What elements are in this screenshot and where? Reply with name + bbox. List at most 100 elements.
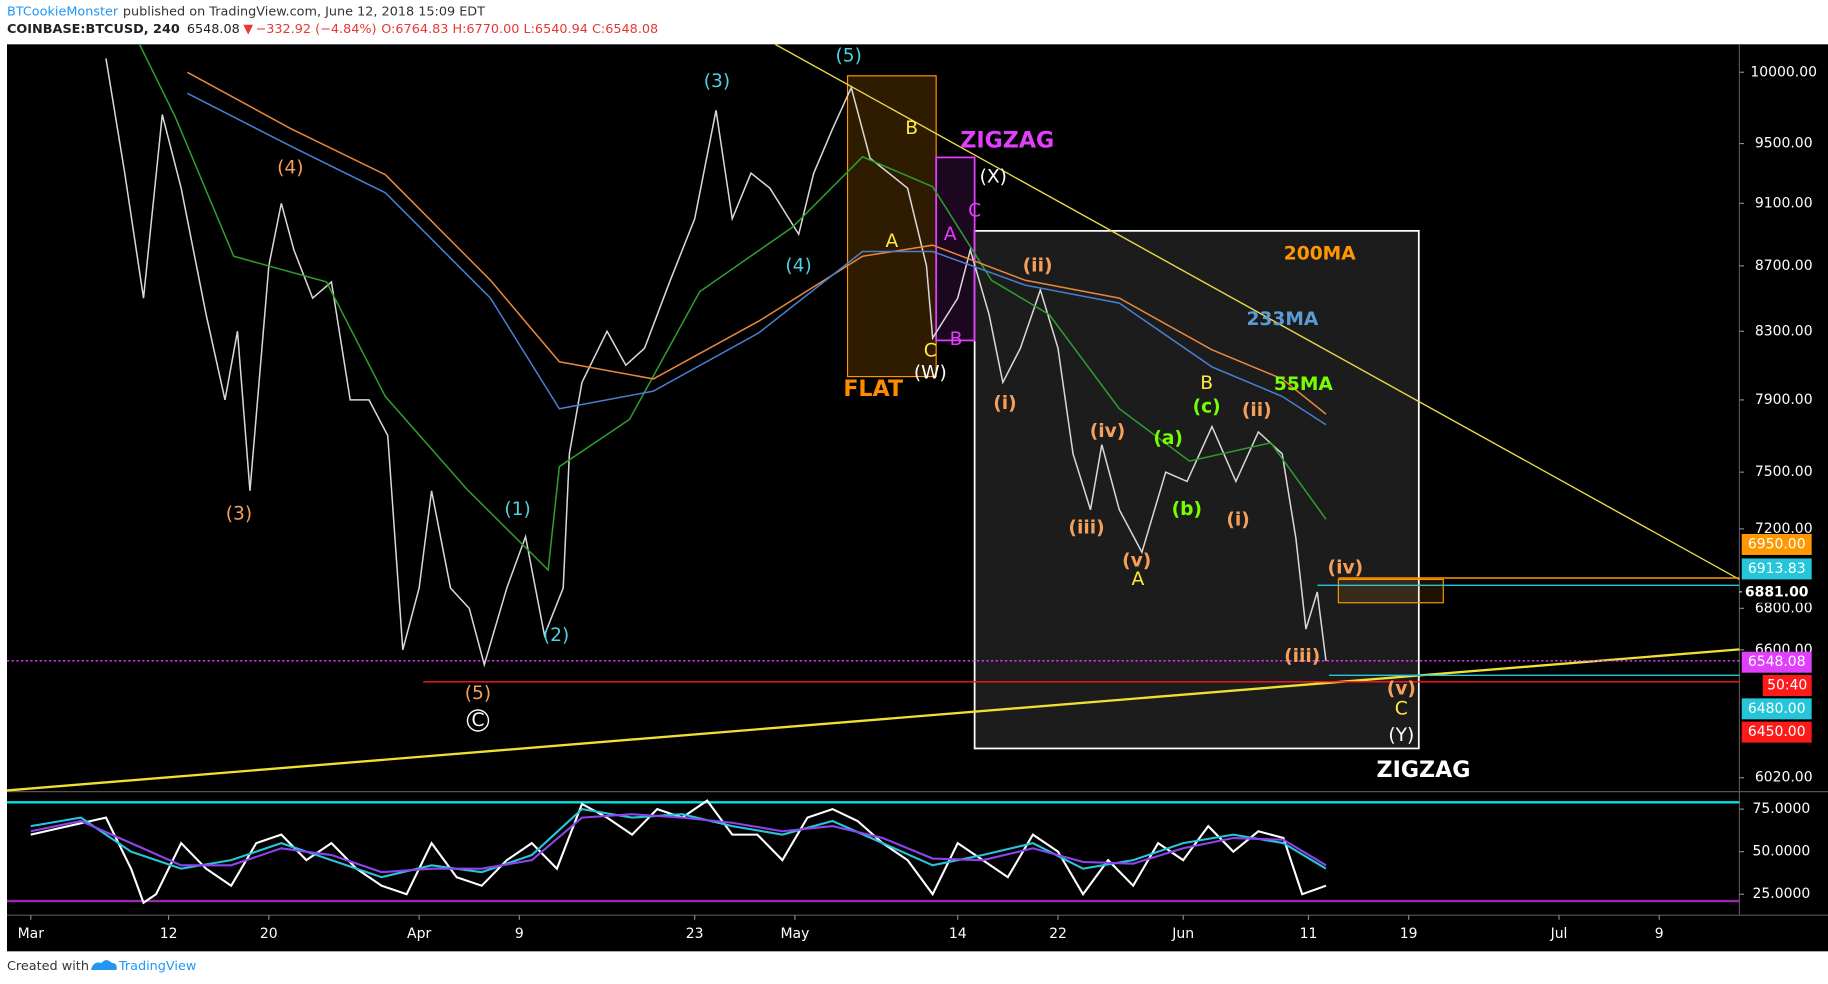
y-tick-label: 6020.00	[1755, 770, 1813, 786]
wave-label: (Y)	[1388, 725, 1414, 746]
wave-label: (v)	[1122, 550, 1151, 571]
wave-label: (i)	[993, 393, 1016, 414]
wave-label: B	[1200, 373, 1213, 394]
wave-label: (4)	[277, 157, 303, 178]
wave-label: FLAT	[843, 376, 903, 402]
countdown-badge	[1762, 675, 1812, 697]
wave-label: C	[924, 340, 937, 361]
wave-label: ZIGZAG	[960, 128, 1054, 154]
chart-pane	[6, 44, 1828, 952]
published: published on TradingView.com, June 12, 2…	[123, 4, 485, 19]
y-tick-label: 50.0000	[1752, 844, 1810, 860]
last-price: 6548.08	[187, 22, 240, 37]
x-tick-label: 20	[260, 926, 278, 942]
wave-label: C	[471, 710, 484, 731]
ohlc: O:6764.83 H:6770.00 L:6540.94 C:6548.08	[381, 22, 658, 37]
y-tick-label: 7500.00	[1755, 464, 1813, 480]
footer-created: Created with	[7, 959, 89, 974]
y-tick-label: 25.0000	[1752, 886, 1810, 902]
y-tick-label: 7200.00	[1755, 521, 1813, 537]
y-tick-label: 9500.00	[1755, 136, 1813, 152]
author[interactable]: BTCookieMonster	[7, 4, 119, 19]
wave-label: (iv)	[1090, 421, 1126, 442]
y-tick-label: 7900.00	[1755, 392, 1813, 408]
price-badge-label: 6480.00	[1748, 701, 1806, 717]
x-tick-label: 14	[949, 926, 967, 942]
series-line	[105, 58, 1327, 668]
symbol: COINBASE:BTCUSD, 240	[7, 22, 180, 37]
wave-label: (iii)	[1284, 646, 1320, 667]
x-tick-label: 9	[515, 926, 524, 942]
price-badge-label: 6950.00	[1748, 536, 1806, 552]
wave-label: 200MA	[1284, 244, 1356, 265]
y-tick-label: 6800.00	[1755, 600, 1813, 616]
wave-label: (ii)	[1023, 255, 1053, 276]
wave-label: 233MA	[1246, 309, 1318, 330]
series-line	[30, 813, 1327, 874]
series-line	[186, 71, 1327, 415]
wave-label: (X)	[980, 167, 1007, 188]
symbol-line: COINBASE:BTCUSD, 240 6548.08 ▼ −332.92 (−4.…	[7, 22, 658, 37]
wave-label: B	[950, 329, 963, 350]
wave-label: (iv)	[1328, 557, 1364, 578]
y-tick-label: 8300.00	[1755, 323, 1813, 339]
wave-label: A	[1131, 569, 1144, 590]
price-badge-label: 6881.00	[1745, 584, 1809, 600]
x-tick-label: Jul	[1550, 926, 1568, 942]
wave-label: (1)	[504, 499, 530, 520]
change: −332.92 (−4.84%)	[255, 22, 376, 37]
y-tick-label: 9100.00	[1755, 195, 1813, 211]
x-tick-label: 11	[1300, 926, 1318, 942]
x-tick-label: 23	[686, 926, 704, 942]
target-box	[1337, 578, 1444, 604]
series-line	[187, 92, 1327, 426]
wave-label: (b)	[1172, 499, 1202, 520]
wave-label: (5)	[465, 683, 491, 704]
wave-label: (4)	[785, 255, 811, 276]
wave-label: (c)	[1193, 396, 1221, 417]
header-line: BTCookieMonster published on TradingView.…	[7, 4, 485, 19]
price-badge	[1741, 698, 1812, 720]
wave-label: (v)	[1387, 679, 1416, 700]
x-tick-label: 12	[160, 926, 178, 942]
wave-label: A	[885, 231, 898, 252]
price-badge	[1741, 651, 1812, 673]
price-badge-label: 6548.08	[1748, 654, 1806, 670]
countdown: 50:40	[1767, 678, 1807, 694]
wave-label: (W)	[914, 363, 947, 384]
wave-label: (ii)	[1242, 400, 1272, 421]
wave-label: (iii)	[1068, 518, 1104, 539]
wave-label: (a)	[1153, 428, 1183, 449]
price-badge-label: 6913.83	[1748, 561, 1806, 577]
wave-label: B	[905, 118, 918, 139]
wave-label: (3)	[704, 71, 730, 92]
wave-label: ZIGZAG	[1377, 757, 1471, 783]
zigzag-box	[973, 229, 1420, 750]
x-tick-label: 9	[1655, 926, 1664, 942]
wave-label: C	[968, 201, 981, 222]
brand-logo	[90, 960, 117, 970]
footer-brand[interactable]: TradingView	[118, 959, 196, 974]
wave-label: (i)	[1226, 509, 1249, 530]
y-tick-label: 10000.00	[1750, 64, 1817, 80]
price-badge	[1741, 581, 1812, 603]
price-badge-label: 6450.00	[1748, 724, 1806, 740]
series-line	[139, 44, 1327, 572]
y-tick-label: 8700.00	[1755, 258, 1813, 274]
price-badge	[1741, 533, 1812, 555]
x-tick-label: Mar	[18, 926, 45, 942]
up-trendline	[6, 648, 1740, 792]
price-badge	[1741, 558, 1812, 580]
price-badge	[1741, 721, 1812, 743]
x-tick-label: May	[780, 926, 809, 942]
change-arrow: ▼	[243, 22, 253, 37]
wave-label: (5)	[836, 45, 862, 66]
wave-label: C	[1395, 698, 1408, 719]
wave-label: 55MA	[1274, 374, 1333, 395]
down-trendline	[774, 43, 1740, 581]
wave-circle	[466, 709, 490, 732]
x-tick-label: Apr	[407, 926, 431, 942]
wave-label: A	[944, 224, 957, 245]
